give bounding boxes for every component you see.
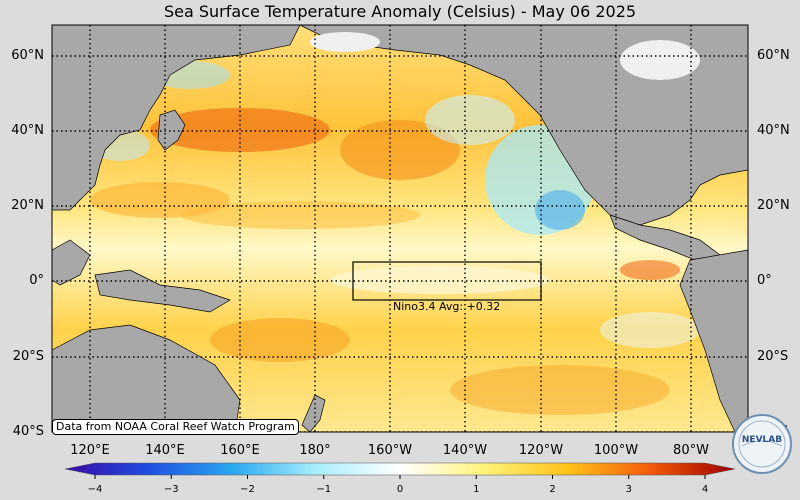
- colorbar-tick-label: −2: [240, 484, 255, 495]
- page-title: Sea Surface Temperature Anomaly (Celsius…: [163, 2, 637, 21]
- longitude-label: 100°W: [593, 443, 639, 458]
- nino34-label: Nino3.4 Avg: +0.32: [393, 300, 501, 313]
- latitude-label-left: 60°N: [11, 48, 44, 63]
- longitude-label: 120°W: [518, 443, 564, 458]
- colorbar-ticks: [94, 475, 706, 479]
- nino34-box: [352, 261, 542, 301]
- latitude-label-right: 20°N: [757, 198, 790, 213]
- latitude-label-left: 40°S: [12, 424, 44, 439]
- latitude-label-left: 20°N: [11, 198, 44, 213]
- longitude-label: 140°E: [145, 443, 185, 458]
- colorbar-tick-label: −1: [316, 484, 332, 495]
- longitude-label: 160°W: [367, 443, 413, 458]
- longitude-label: 180°: [299, 443, 331, 458]
- colorbar-tick-label: −3: [163, 484, 179, 495]
- globe-icon: [741, 440, 783, 447]
- longitude-label: 120°E: [70, 443, 110, 458]
- colorbar-tick-label: 0: [396, 484, 404, 495]
- colorbar: [64, 462, 736, 476]
- logo-text: NEVLAB: [742, 435, 782, 445]
- latitude-label-left: 0°: [29, 273, 44, 288]
- sea-ice: [310, 32, 700, 80]
- colorbar-tick-label: −4: [87, 484, 103, 495]
- map-frame: [51, 24, 749, 433]
- latitude-label-right: 60°N: [757, 48, 790, 63]
- latitude-label-right: 0°: [757, 273, 772, 288]
- longitude-label: 80°W: [673, 443, 709, 458]
- colorbar-tick-label: 4: [701, 484, 709, 495]
- longitude-label: 140°W: [442, 443, 488, 458]
- latitude-label-right: 40°N: [757, 123, 790, 138]
- latitude-label-right: 20°S: [757, 349, 789, 364]
- latitude-label-left: 40°N: [11, 123, 44, 138]
- longitude-label: 160°E: [220, 443, 260, 458]
- data-credit: Data from NOAA Coral Reef Watch Program: [52, 419, 299, 435]
- latitude-label-left: 20°S: [12, 349, 44, 364]
- colorbar-tick-label: 1: [473, 484, 480, 495]
- colorbar-tick-label: 3: [625, 484, 632, 495]
- graticule: [52, 25, 748, 432]
- colorbar-tick-label: 2: [549, 484, 556, 495]
- nevlab-logo: NEVLAB: [732, 414, 792, 474]
